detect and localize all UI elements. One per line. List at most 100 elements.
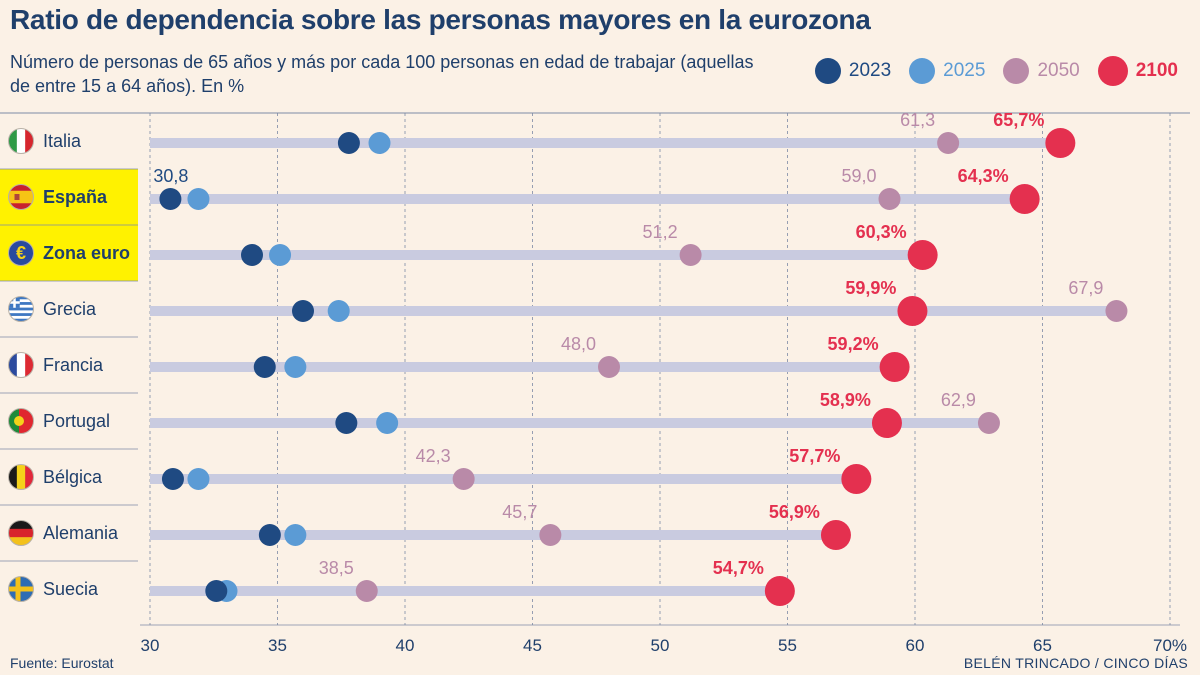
country-label-zona-euro: Zona euro (43, 243, 130, 263)
row-zona-euro: Zona euro 51,2 60,3% (43, 222, 938, 270)
label-2100: 59,2% (828, 334, 879, 354)
row-bélgica: Bélgica 42,3 57,7% (43, 446, 872, 494)
dot-2023 (241, 244, 263, 266)
source-note: Fuente: Eurostat (10, 655, 114, 671)
dot-2025 (284, 356, 307, 378)
dot-2100 (764, 576, 795, 606)
label-2050: 48,0 (561, 334, 596, 354)
dot-2050 (679, 244, 702, 266)
row-suecia: Suecia 38,5 54,7% (43, 558, 795, 606)
label-2100: 65,7% (993, 110, 1044, 130)
legend-label-2100: 2100 (1135, 60, 1178, 81)
x-tick-label: 30 (141, 636, 160, 655)
dot-2100 (1009, 184, 1040, 214)
dot-2025 (284, 524, 307, 546)
row-italia: Italia 61,3 65,7% (43, 110, 1076, 158)
legend-item-2025: 2025 (909, 58, 985, 84)
dot-2050 (977, 412, 1000, 434)
dot-2023 (253, 356, 276, 378)
dot-2100 (1045, 128, 1076, 158)
legend-dot-2025 (909, 58, 936, 84)
label-2023: 30,8 (153, 166, 188, 186)
chart-subtitle: Número de personas de 65 años y más por … (10, 52, 754, 96)
legend: 2023 2025 2050 2100 (814, 56, 1178, 86)
legend-dot-2023 (814, 58, 841, 84)
row-portugal: Portugal 62,9 58,9% (43, 390, 1000, 438)
dot-2050 (539, 524, 562, 546)
x-tick-label: 55 (778, 636, 797, 655)
credit-note: BELÉN TRINCADO / CINCO DÍAS (963, 655, 1188, 671)
row-alemania: Alemania 45,7 56,9% (43, 502, 851, 550)
label-2050: 61,3 (900, 110, 935, 130)
spain-flag-icon (8, 184, 34, 210)
x-tick-label: 65 (1033, 636, 1052, 655)
x-tick-label: 35 (268, 636, 287, 655)
dot-2025 (327, 300, 350, 322)
row-francia: Francia 48,0 59,2% (43, 334, 910, 382)
dot-2025 (368, 132, 391, 154)
legend-dot-2050 (1003, 58, 1030, 84)
italy-flag-icon (8, 128, 34, 154)
label-2050: 45,7 (502, 502, 537, 522)
dot-2050 (355, 580, 378, 602)
label-2100: 57,7% (789, 446, 840, 466)
dot-2050 (598, 356, 620, 378)
x-tick-label: 45 (523, 636, 542, 655)
row-grecia: Grecia 67,9 59,9% (43, 278, 1128, 326)
country-label-portugal: Portugal (43, 411, 110, 431)
legend-item-2100: 2100 (1097, 56, 1178, 86)
dot-2023 (258, 524, 281, 546)
dot-2025 (269, 244, 292, 266)
dot-2023 (205, 580, 228, 602)
legend-item-2050: 2050 (1003, 58, 1080, 84)
greece-flag-icon (8, 296, 34, 322)
country-label-italia: Italia (43, 131, 82, 151)
dot-2050 (452, 468, 475, 490)
svg-text:€: € (16, 243, 26, 263)
label-2100: 58,9% (820, 390, 871, 410)
legend-label-2050: 2050 (1037, 60, 1080, 81)
label-2100: 54,7% (713, 558, 764, 578)
country-label-españa: España (43, 187, 108, 207)
portugal-flag-icon (8, 408, 34, 434)
dot-2050 (937, 132, 960, 154)
dot-2025 (187, 468, 210, 490)
row-españa: España 59,0 64,3% 30,8 (43, 166, 1040, 214)
belgium-flag-icon (8, 464, 34, 490)
dot-2050 (1105, 300, 1128, 322)
x-tick-label: 50 (651, 636, 670, 655)
dot-2100 (907, 240, 938, 270)
label-2100: 59,9% (845, 278, 896, 298)
country-label-suecia: Suecia (43, 579, 99, 599)
euro-flag-icon: € (8, 240, 34, 266)
dot-2100 (897, 296, 928, 326)
label-2050: 59,0 (841, 166, 876, 186)
dot-2100 (841, 464, 872, 494)
x-tick-label: 40 (396, 636, 415, 655)
country-label-francia: Francia (43, 355, 104, 375)
sweden-flag-icon (8, 576, 34, 602)
x-tick-label: 70% (1153, 636, 1187, 655)
label-2050: 67,9 (1068, 278, 1103, 298)
legend-label-2025: 2025 (943, 60, 986, 81)
dot-2050 (878, 188, 901, 210)
country-label-grecia: Grecia (43, 299, 97, 319)
dot-2023 (161, 468, 184, 490)
label-2100: 56,9% (769, 502, 820, 522)
label-2050: 51,2 (643, 222, 678, 242)
dot-2023 (292, 300, 314, 322)
label-2100: 60,3% (856, 222, 907, 242)
label-2100: 64,3% (958, 166, 1009, 186)
dot-2025 (187, 188, 210, 210)
country-label-alemania: Alemania (43, 523, 119, 543)
label-2050: 62,9 (941, 390, 976, 410)
dot-2100 (820, 520, 851, 550)
legend-dot-2100 (1097, 56, 1128, 86)
dot-2023 (335, 412, 358, 434)
country-label-bélgica: Bélgica (43, 467, 103, 487)
dot-2100 (879, 352, 910, 382)
chart-title: Ratio de dependencia sobre las personas … (10, 4, 871, 35)
x-tick-label: 60 (906, 636, 925, 655)
france-flag-icon (8, 352, 34, 378)
